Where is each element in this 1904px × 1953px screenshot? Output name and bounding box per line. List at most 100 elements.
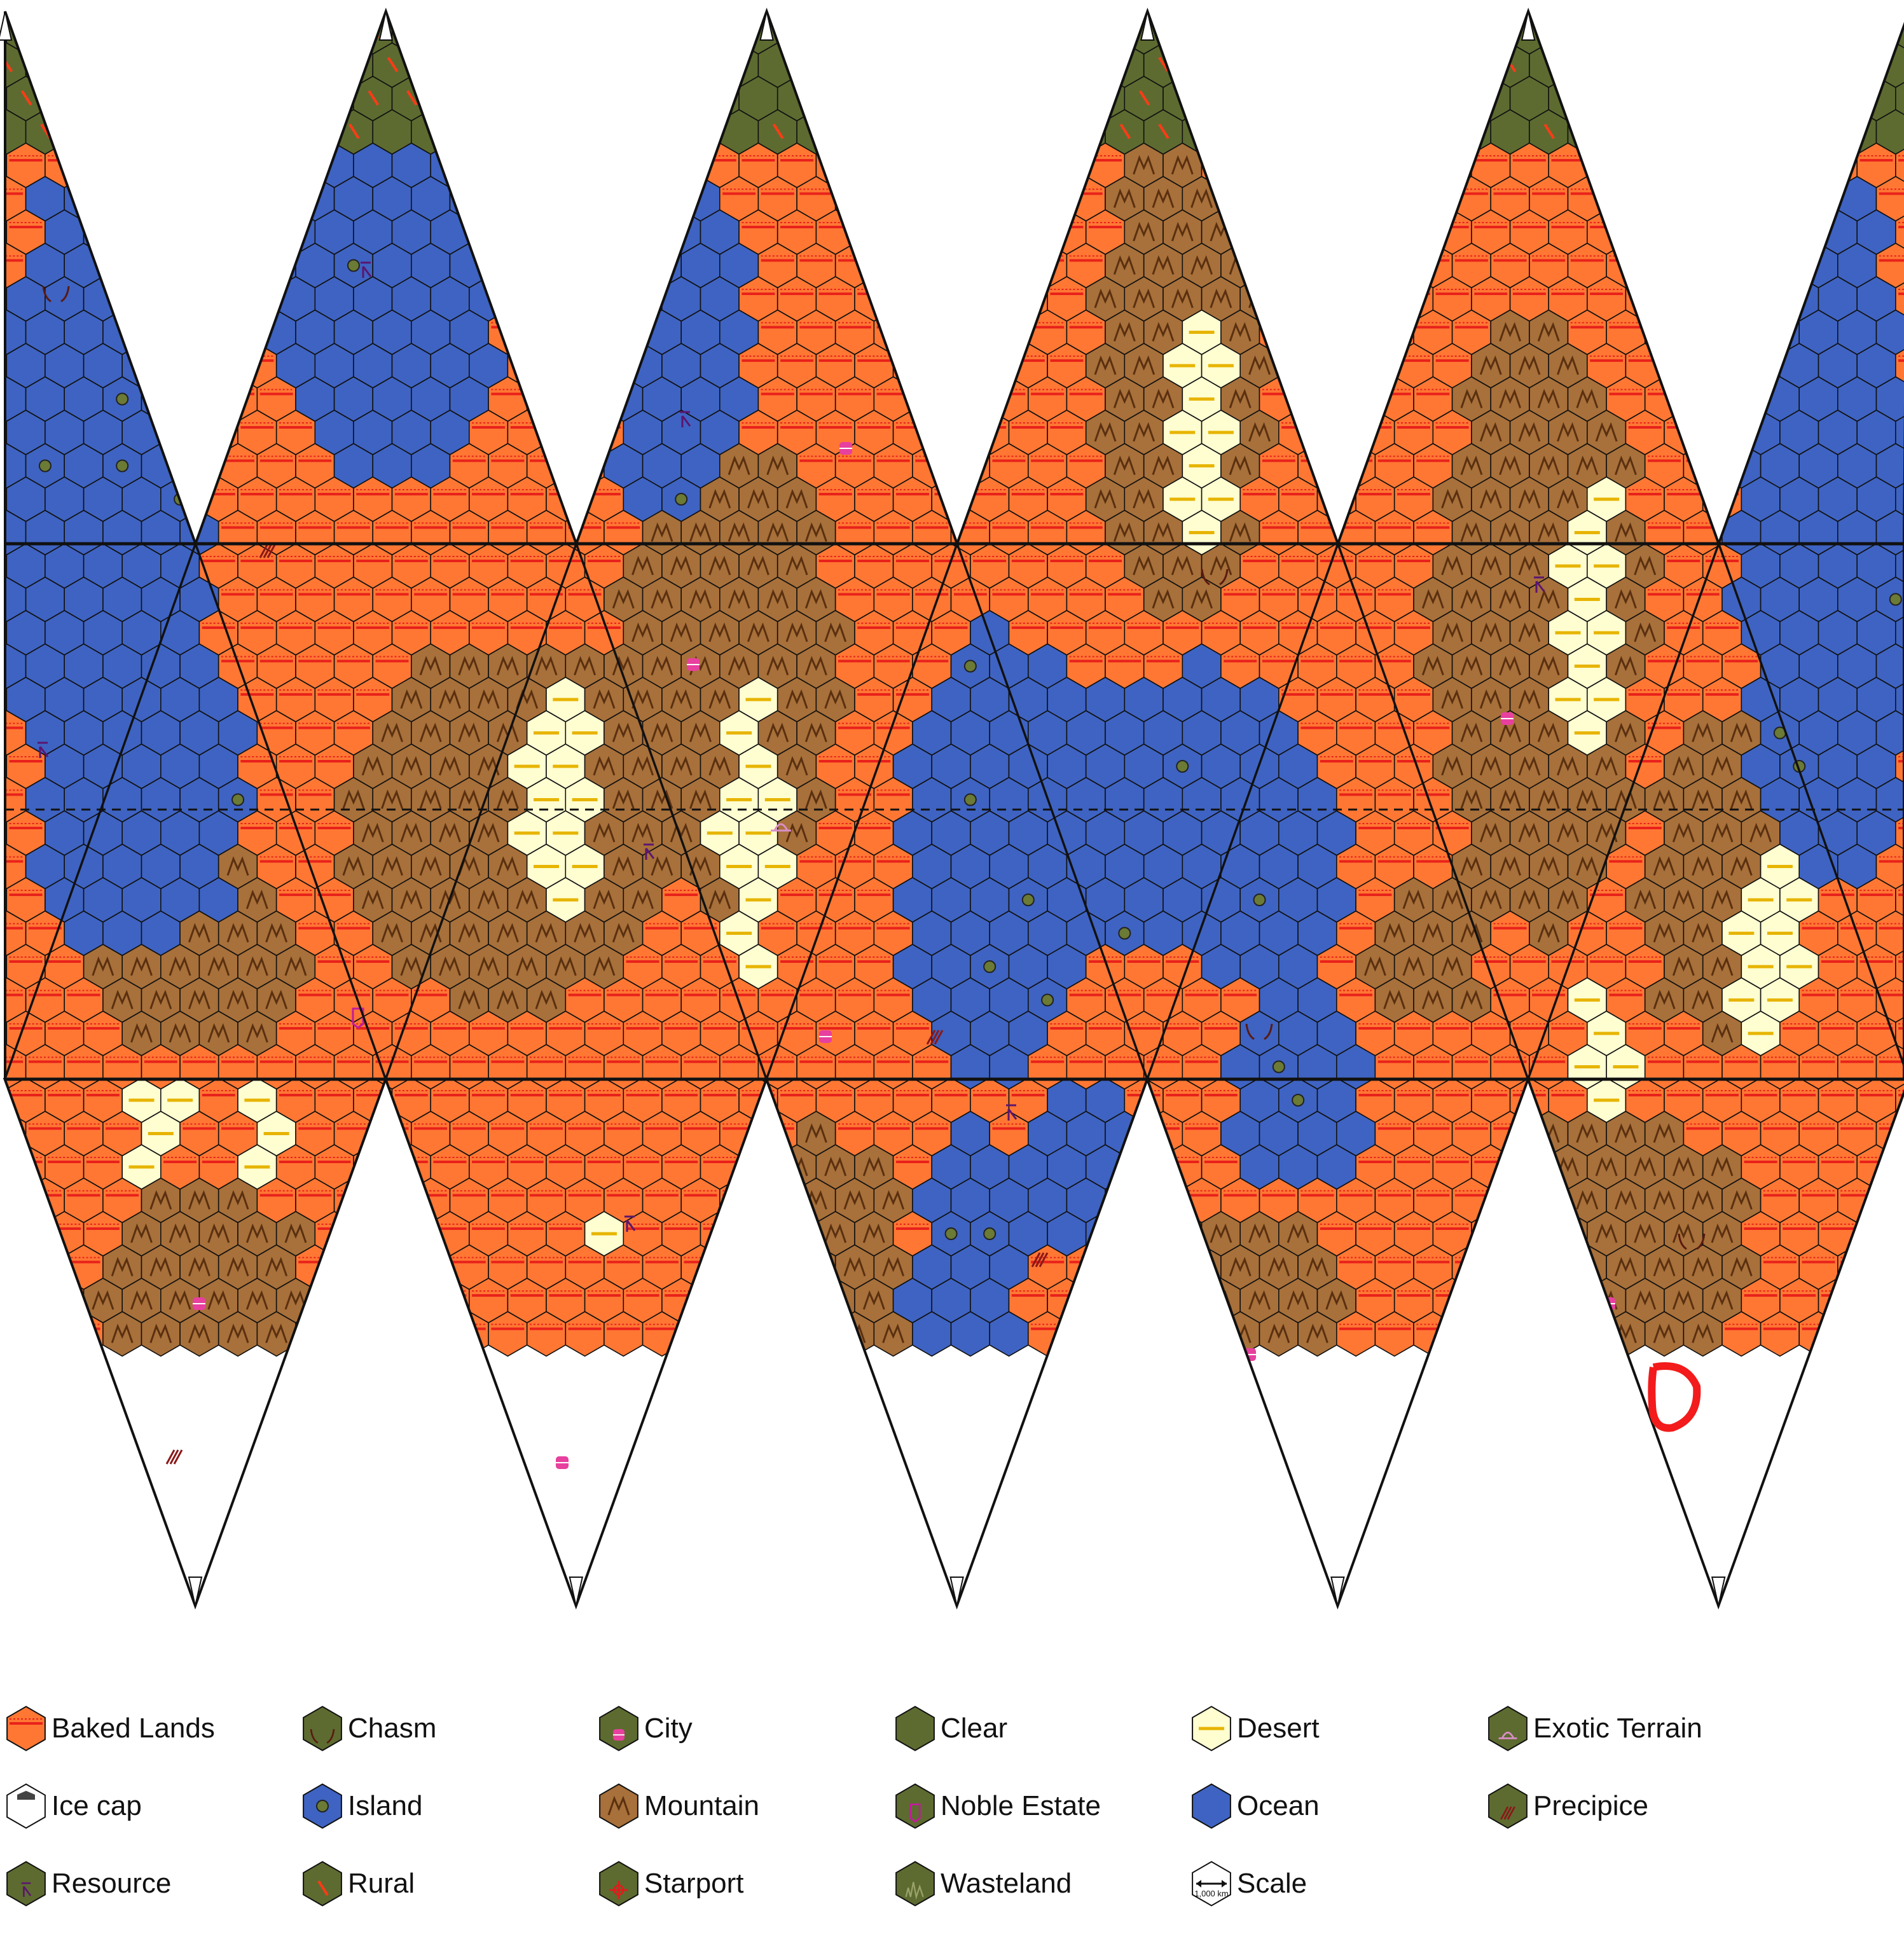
hex-baked — [333, 1311, 373, 1357]
legend-item-chasm: Chasm — [303, 1706, 436, 1751]
hex-clear — [1316, 11, 1356, 55]
hex-baked — [1895, 1278, 1904, 1323]
hex-clear — [1721, 42, 1762, 88]
desert-icon — [1192, 1706, 1231, 1751]
hex-clear — [1741, 11, 1781, 55]
hex-baked — [1278, 543, 1318, 589]
exotic-terrain-icon — [1488, 1706, 1528, 1751]
hex-baked — [1721, 176, 1762, 222]
clear-icon — [895, 1706, 935, 1751]
hex-mountain — [757, 1177, 797, 1224]
hex-baked — [507, 276, 547, 322]
red-highlight-circle — [1648, 1362, 1701, 1432]
hex-clear — [45, 76, 85, 121]
hex-baked — [141, 176, 181, 222]
hex-ocean — [623, 142, 663, 188]
hex-clear — [1085, 11, 1126, 55]
hex-clear — [121, 76, 162, 121]
hex-baked — [931, 209, 971, 255]
hex-baked — [217, 242, 258, 289]
hex-clear — [912, 109, 952, 155]
hex-baked — [912, 242, 952, 289]
legend-label: Rural — [348, 1868, 415, 1899]
hex-baked — [950, 176, 990, 222]
hex-ocean — [121, 209, 162, 255]
legend-label: Scale — [1237, 1868, 1307, 1899]
hex-baked — [1259, 176, 1299, 222]
hex-baked — [1760, 176, 1800, 222]
hex-baked — [4, 1244, 27, 1290]
hex-baked — [275, 410, 316, 455]
hex-baked — [584, 209, 624, 255]
hex-baked — [1664, 209, 1704, 255]
hex-baked — [1336, 309, 1376, 355]
hex-clear — [1336, 42, 1376, 88]
hex-baked — [1336, 176, 1376, 222]
city-marker — [839, 442, 852, 455]
hex-clear — [1028, 109, 1068, 155]
hex-baked — [1683, 309, 1723, 355]
hex-baked — [237, 276, 277, 322]
hex-baked — [1779, 142, 1819, 188]
hex-ocean — [121, 276, 162, 322]
scale-icon: 1,000 km — [1192, 1861, 1231, 1907]
hex-baked — [1432, 142, 1472, 188]
hex-baked — [237, 543, 277, 589]
starport-icon — [599, 1861, 638, 1907]
hex-clear — [179, 109, 219, 155]
hex-baked — [1316, 677, 1356, 722]
hex-baked — [256, 376, 296, 422]
hex-clear — [526, 109, 567, 155]
hex-baked — [1664, 343, 1704, 389]
hex-baked — [1664, 142, 1704, 188]
precipice-icon — [1488, 1783, 1528, 1829]
hex-baked — [1297, 376, 1337, 422]
hex-baked — [25, 1311, 65, 1357]
hex-mountain — [757, 1244, 797, 1290]
hex-clear — [1259, 42, 1299, 88]
hex-baked — [1644, 242, 1685, 289]
hex-baked — [1548, 142, 1588, 188]
hex-clear — [989, 42, 1029, 88]
hex-baked — [353, 1211, 393, 1257]
hex-clear — [449, 42, 489, 88]
wasteland-icon — [895, 1861, 935, 1907]
hex-baked — [873, 910, 913, 956]
hex-clear — [449, 109, 489, 155]
hex-clear — [1451, 42, 1491, 88]
hex-baked — [912, 376, 952, 422]
hex-baked — [1721, 242, 1762, 289]
hex-baked — [1316, 343, 1356, 389]
hex-clear — [1625, 76, 1665, 121]
hex-clear — [970, 76, 1010, 121]
hex-clear — [1201, 76, 1241, 121]
hex-baked — [333, 1244, 373, 1290]
hex-baked — [1741, 142, 1781, 188]
hex-clear — [584, 11, 624, 55]
hex-baked — [1066, 309, 1106, 355]
hex-clear — [815, 11, 855, 55]
hex-clear — [25, 42, 65, 88]
hex-desert — [1548, 677, 1588, 722]
hex-baked — [526, 176, 567, 222]
hex-clear — [1259, 109, 1299, 155]
hex-baked — [565, 242, 605, 289]
hex-ocean — [141, 309, 181, 355]
hex-baked — [1047, 410, 1087, 455]
hex-baked — [912, 176, 952, 222]
legend-item-island: Island — [303, 1783, 422, 1829]
hex-clear — [275, 76, 316, 121]
hex-baked — [1856, 1211, 1896, 1257]
hex-clear — [237, 11, 277, 55]
hex-ocean — [623, 209, 663, 255]
hex-clear — [1297, 109, 1337, 155]
hex-clear — [1162, 11, 1203, 55]
hex-baked — [1702, 677, 1742, 722]
hex-clear — [1432, 11, 1472, 55]
hex-baked — [1413, 176, 1453, 222]
hex-mountain — [430, 810, 470, 856]
legend-item-city: City — [599, 1706, 693, 1751]
resource-icon — [6, 1861, 46, 1907]
hex-baked — [931, 276, 971, 322]
